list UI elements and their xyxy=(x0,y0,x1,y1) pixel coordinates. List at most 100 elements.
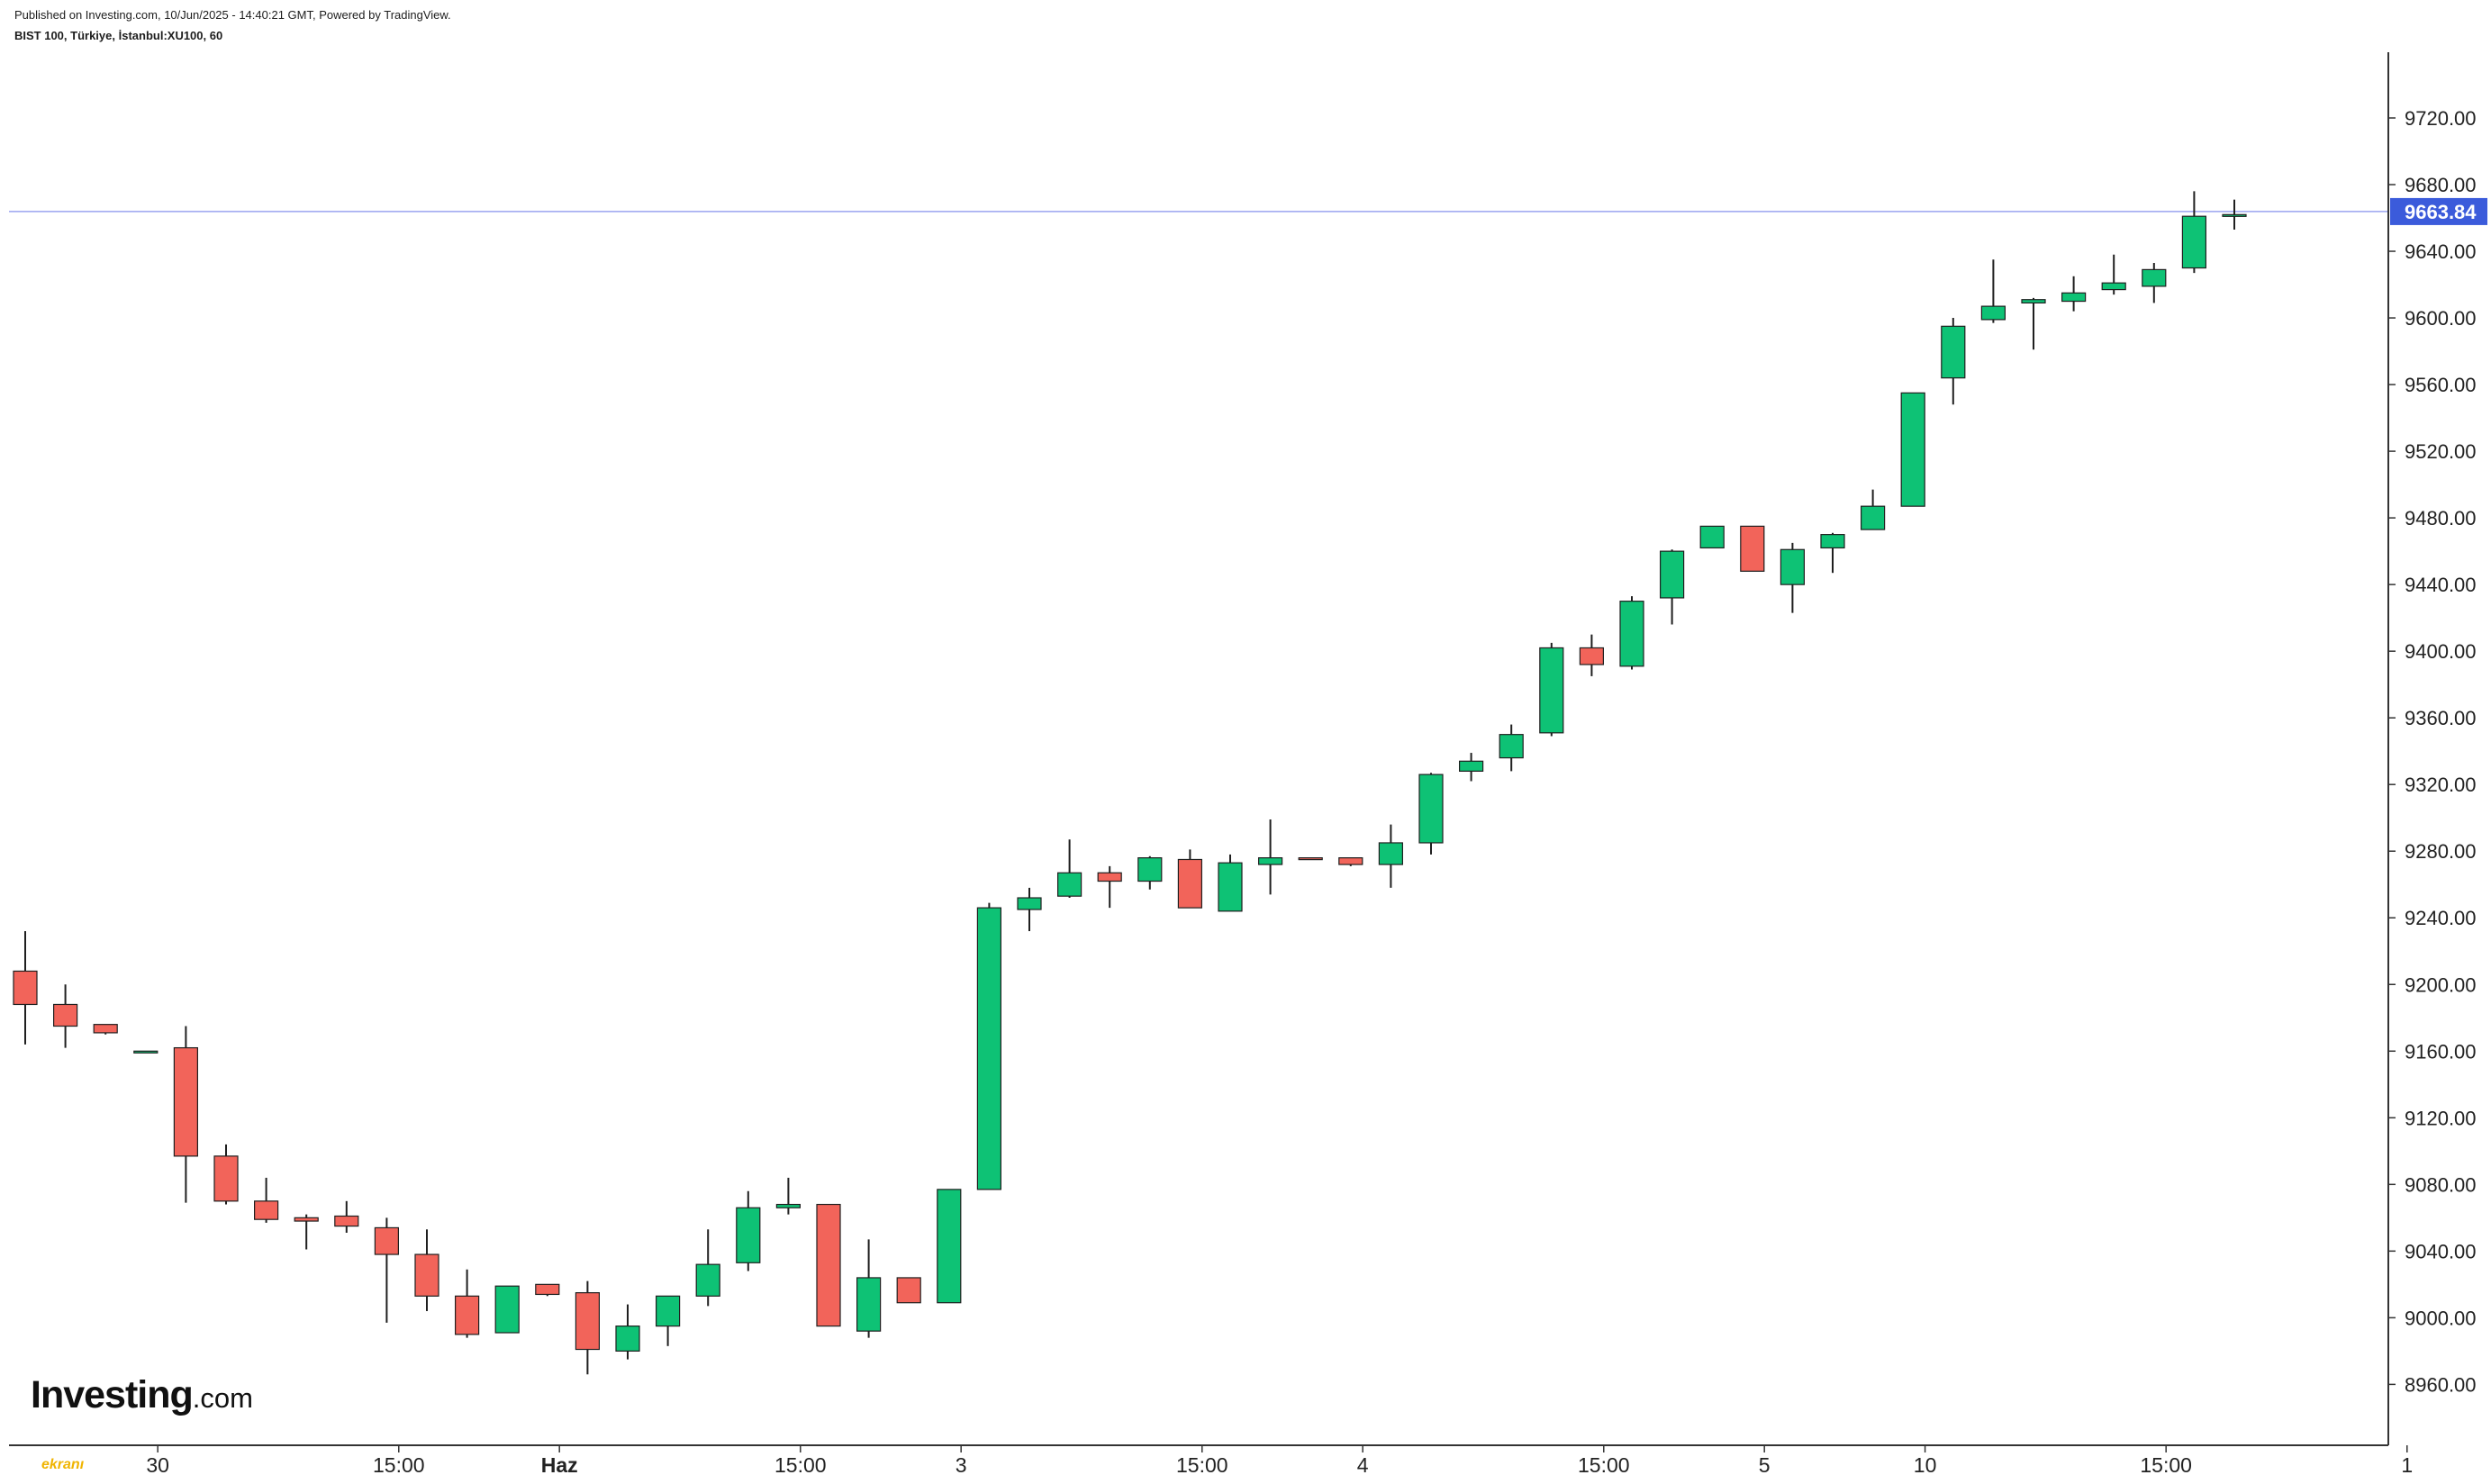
candle xyxy=(535,1283,560,1297)
candle-body-up xyxy=(1820,534,1845,549)
candle xyxy=(1539,642,1564,737)
candle xyxy=(1900,392,1925,507)
candle xyxy=(173,1026,198,1203)
candle-body-up xyxy=(1257,857,1283,865)
candle xyxy=(2142,262,2167,303)
candle xyxy=(575,1280,601,1375)
candle xyxy=(736,1190,761,1271)
price-tick-label: 9600.00 xyxy=(2405,307,2477,330)
candles-group xyxy=(13,191,2247,1375)
last-price-tag-group: 9663.84 xyxy=(2390,197,2487,225)
candle-body-down xyxy=(896,1277,921,1304)
price-tick-label: 9400.00 xyxy=(2405,640,2477,663)
candle xyxy=(1378,824,1404,888)
candle-body-up xyxy=(937,1189,962,1304)
candle-body-up xyxy=(2222,213,2247,217)
candle-body-up xyxy=(1699,525,1725,549)
candle xyxy=(1056,839,1082,899)
candle-body-down xyxy=(575,1292,601,1351)
candle xyxy=(1619,596,1644,670)
time-tick-label: 30 xyxy=(146,1453,169,1477)
candle-body-up xyxy=(655,1295,681,1327)
price-tick-label: 9240.00 xyxy=(2405,907,2477,929)
candle xyxy=(414,1229,439,1311)
time-axis[interactable]: 30 15:00 Haz 15:00 3 15:00 4 15:00 5 10 15:00 1 xyxy=(9,1444,2413,1477)
candle-body-up xyxy=(2061,292,2087,303)
candle xyxy=(455,1269,480,1338)
candle-body-up xyxy=(2181,215,2206,269)
candle-body-up xyxy=(1619,601,1644,667)
candle-body-up xyxy=(775,1203,802,1208)
candle xyxy=(1980,259,2006,323)
candle xyxy=(1941,318,1966,405)
candle xyxy=(1458,753,1484,782)
candle xyxy=(1177,849,1203,909)
time-tick-label: 15:00 xyxy=(774,1453,827,1477)
price-tick-label: 9480.00 xyxy=(2405,507,2477,529)
candle-body-up xyxy=(2142,268,2167,287)
candle xyxy=(1740,525,1765,572)
candle-body-up xyxy=(1056,872,1082,897)
candle-body-down xyxy=(535,1283,560,1296)
candle xyxy=(695,1229,720,1307)
candle-body-up xyxy=(1659,550,1685,599)
candle-body-up xyxy=(1218,862,1243,912)
candle xyxy=(133,1050,159,1054)
investing-logo: Investing.com xyxy=(31,1376,253,1415)
candle xyxy=(775,1177,802,1215)
candle xyxy=(976,902,1002,1190)
candle xyxy=(1699,525,1725,549)
candle-body-up xyxy=(1900,392,1925,507)
candle-body-down xyxy=(1338,857,1363,865)
chart-publish-note: Published on Investing.com, 10/Jun/2025 … xyxy=(14,8,451,22)
candle xyxy=(13,931,38,1045)
candle-body-up xyxy=(494,1285,520,1334)
candle-body-up xyxy=(2021,299,2046,304)
candle xyxy=(896,1277,921,1304)
price-tick-label: 9640.00 xyxy=(2405,240,2477,263)
candle-body-down xyxy=(1579,647,1605,665)
candle-body-up xyxy=(1418,774,1444,844)
candle xyxy=(1137,855,1163,890)
time-tick-label: 15:00 xyxy=(1176,1453,1228,1477)
price-axis[interactable]: 9720.00 9680.00 9640.00 9600.00 9560.00 9520.… xyxy=(2387,52,2477,1445)
candle xyxy=(2222,199,2247,230)
candle xyxy=(254,1177,279,1223)
candle-body-up xyxy=(1980,305,2006,321)
price-tick-label: 8960.00 xyxy=(2405,1373,2477,1396)
candle-body-down xyxy=(52,1003,78,1027)
price-tick-label: 9720.00 xyxy=(2405,107,2477,130)
time-tick-label: 15:00 xyxy=(2140,1453,2192,1477)
price-tick-label: 9280.00 xyxy=(2405,840,2477,863)
time-tick-label: 4 xyxy=(1357,1453,1369,1477)
candle xyxy=(1659,549,1685,625)
candle-body-down xyxy=(294,1217,319,1222)
candle xyxy=(1097,865,1122,909)
candle xyxy=(655,1295,681,1346)
chart-symbol-title: BIST 100, Türkiye, İstanbul:XU100, 60 xyxy=(14,29,223,42)
price-tick-label: 9520.00 xyxy=(2405,440,2477,463)
time-tick-label: 3 xyxy=(956,1453,967,1477)
logo-tld-text: .com xyxy=(192,1382,253,1414)
candle xyxy=(2061,276,2087,312)
candle-body-down xyxy=(374,1226,399,1255)
candle xyxy=(615,1304,640,1360)
candle xyxy=(1017,887,1042,932)
candle xyxy=(1257,819,1283,895)
price-tick-label: 9080.00 xyxy=(2405,1173,2477,1196)
candle-body-up xyxy=(1378,842,1404,865)
candle-body-up xyxy=(1458,760,1484,772)
candle-body-down xyxy=(414,1253,439,1297)
candle xyxy=(1820,532,1845,574)
candle-body-down xyxy=(334,1215,359,1227)
candle xyxy=(1861,489,1886,530)
candle xyxy=(494,1285,520,1334)
candle-body-up xyxy=(736,1207,761,1263)
price-tick-label: 9040.00 xyxy=(2405,1240,2477,1262)
candle xyxy=(52,984,78,1048)
candle-body-down xyxy=(816,1203,841,1327)
logo-brand-text: Investing xyxy=(31,1373,194,1416)
price-tick-label: 9200.00 xyxy=(2405,973,2477,996)
candle-body-up xyxy=(615,1326,640,1352)
